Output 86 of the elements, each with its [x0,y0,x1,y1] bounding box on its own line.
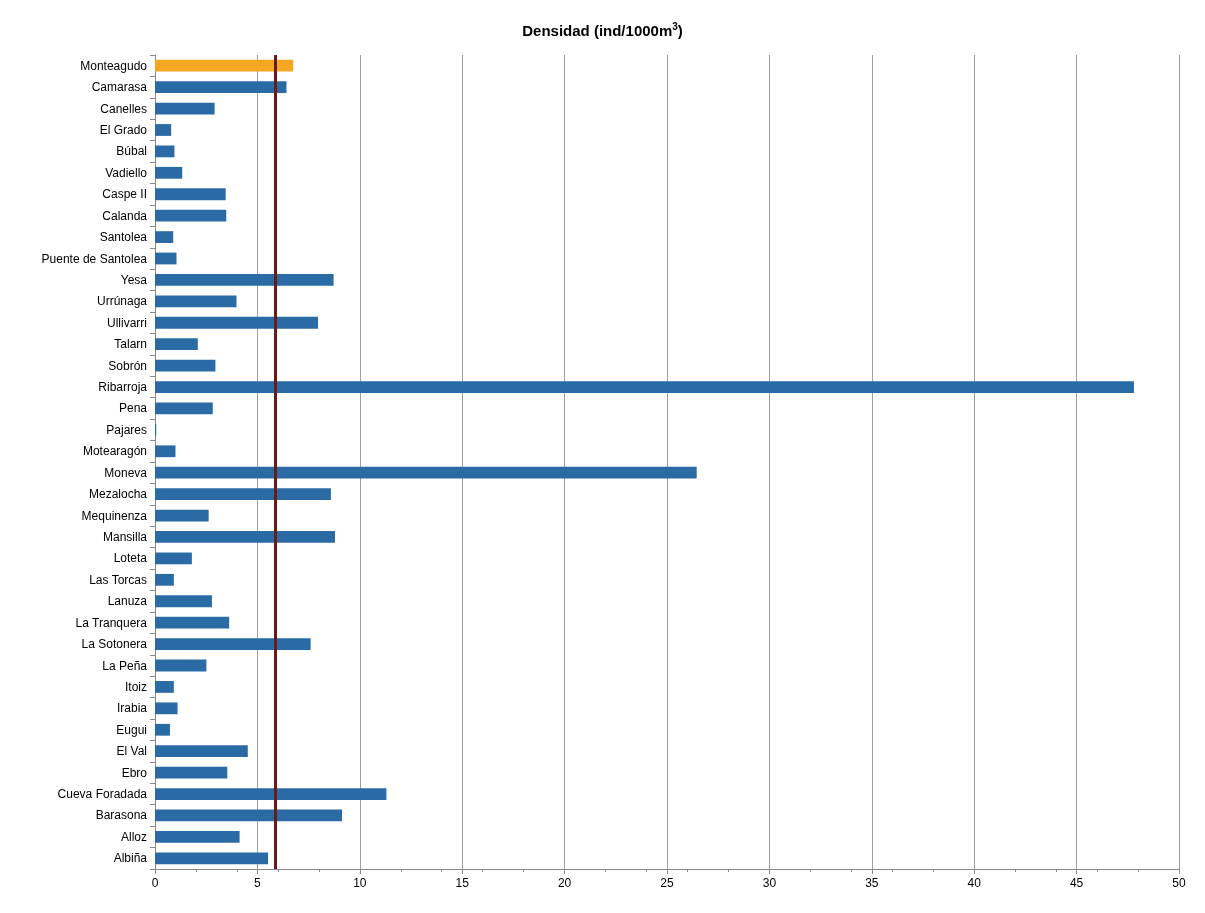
y-tick-label: Las Torcas [89,572,147,587]
y-tick-label: Ribarroja [98,380,148,395]
bar [155,231,174,243]
bar [155,745,248,758]
bar [155,595,212,608]
y-tick-label: Monteagudo [80,58,148,73]
bar [155,552,192,565]
bar [155,145,175,158]
y-tick-label: Santolea [99,230,148,245]
bar [155,102,215,115]
y-tick-label: Ebro [121,765,148,780]
bar [155,702,178,715]
bar [155,852,269,865]
y-tick-label: Pajares [106,422,147,437]
bar [155,402,213,415]
y-tick-label: Mequinenza [81,508,148,523]
x-tick-label: 10 [353,876,367,890]
bar [155,616,230,629]
y-tick-label: Lanuza [107,594,148,609]
y-tick-label: Canelles [100,101,147,116]
bar [155,81,287,94]
y-tick-label: El Grado [99,122,148,137]
bar [155,316,319,329]
x-tick-label: 20 [557,876,572,890]
bar [155,124,172,136]
bar [155,659,207,672]
x-tick-label: 0 [151,876,159,890]
bar [155,488,331,501]
x-tick-label: 25 [660,876,674,890]
y-tick-label: Moneva [104,465,148,480]
y-tick-label: Camarasa [91,80,148,95]
bar [155,509,209,522]
x-tick-label: 35 [865,876,879,890]
bar [155,59,294,72]
y-tick-label: Calanda [102,208,148,223]
bar [155,188,226,201]
y-tick-label: Cueva Foradada [57,787,148,802]
x-tick-label: 50 [1172,876,1186,890]
y-tick-label: El Val [116,744,147,759]
y-tick-label: La Peña [102,658,148,673]
bar [155,788,387,800]
bar [155,381,1134,393]
x-tick-label: 30 [762,876,777,890]
bar [155,359,216,372]
bar [155,445,176,458]
y-tick-label: Búbal [116,144,147,159]
y-tick-label: Itoiz [124,679,147,694]
y-tick-label: Yesa [120,272,148,287]
y-tick-label: Albiña [113,851,148,866]
bar [155,295,237,308]
x-tick-label: 15 [455,876,470,890]
y-tick-label: La Tranquera [75,615,148,630]
y-tick-label: Mansilla [102,529,148,544]
y-tick-label: Vadiello [105,165,148,180]
y-tick-label: Mezalocha [88,487,148,502]
bar [155,166,183,179]
y-tick-label: Ullivarri [107,315,147,330]
x-tick-label: 45 [1069,876,1084,890]
bar [155,638,311,650]
bar [155,723,170,736]
bar [155,338,198,351]
y-tick-label: Puente de Santolea [41,251,148,266]
x-tick-label: 5 [254,876,262,890]
y-tick-label: Eugui [116,722,147,737]
y-tick-label: Sobrón [108,358,147,373]
y-tick-label: Loteta [113,551,148,566]
y-tick-label: La Sotonera [81,637,148,652]
y-tick-label: Caspe II [102,187,147,202]
bar [155,809,342,822]
y-tick-label: Urrúnaga [96,294,148,309]
bar [155,274,334,286]
bar [155,830,240,843]
bar [155,766,228,779]
y-tick-label: Talarn [114,337,147,352]
bar [155,209,227,222]
y-tick-label: Barasona [95,808,148,823]
bar [155,252,177,265]
bar [155,681,174,693]
bar [155,531,336,543]
y-tick-label: Alloz [120,829,147,844]
bar [155,573,174,586]
y-tick-label: Irabia [116,701,148,716]
y-tick-label: Pena [118,401,148,416]
x-tick-label: 40 [967,876,982,890]
bar [155,466,697,479]
y-tick-label: Motearagón [82,444,147,459]
